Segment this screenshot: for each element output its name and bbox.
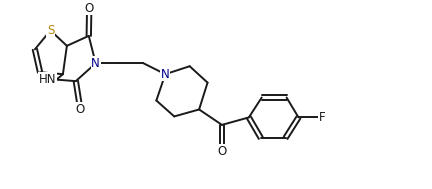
Text: O: O bbox=[85, 2, 94, 15]
Text: S: S bbox=[47, 24, 54, 37]
Text: HN: HN bbox=[39, 73, 57, 86]
Text: N: N bbox=[91, 57, 100, 70]
Text: F: F bbox=[319, 111, 326, 124]
Text: O: O bbox=[217, 145, 227, 158]
Text: N: N bbox=[161, 68, 170, 81]
Text: O: O bbox=[76, 103, 85, 116]
